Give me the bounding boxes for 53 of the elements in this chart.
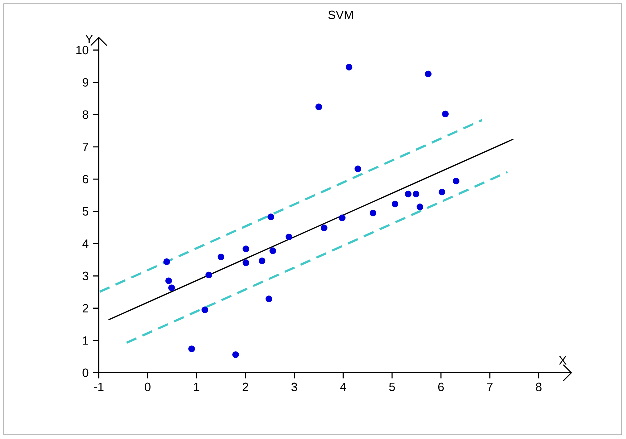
x-tick-label: 4 [340, 382, 346, 392]
point [346, 64, 353, 71]
x-tick-label: 6 [438, 382, 444, 392]
x-tick-label: -1 [94, 382, 104, 392]
x-tick-label: 2 [242, 382, 248, 392]
point [188, 346, 196, 352]
point [405, 190, 412, 198]
y-tick-label: 6 [82, 175, 89, 184]
point [232, 352, 240, 358]
y-axis-title: Y [86, 35, 94, 44]
chart-title: SVM [328, 10, 354, 20]
y-tick-label: 10 [76, 46, 89, 55]
x-tick-label: 7 [487, 382, 493, 392]
point [321, 224, 328, 232]
point [286, 234, 293, 240]
x-tick-label: 5 [389, 382, 396, 392]
point [392, 200, 399, 208]
x-tick-label: 8 [536, 382, 542, 392]
point [166, 278, 172, 284]
x-tick-label: 1 [194, 382, 200, 392]
point [164, 258, 170, 266]
point [339, 214, 346, 222]
point [442, 110, 449, 118]
point [416, 204, 424, 210]
point [425, 70, 432, 78]
y-tick-label: 3 [82, 272, 89, 280]
x-axis-title: X [559, 356, 567, 365]
y-tick-label: 2 [82, 304, 88, 313]
point [316, 104, 322, 110]
x-tick-label: 0 [145, 382, 151, 392]
point [270, 248, 276, 254]
point [438, 188, 446, 196]
point [266, 296, 272, 302]
x-tick-label: 3 [292, 382, 298, 392]
point [218, 254, 225, 260]
y-tick-label: 7 [82, 142, 88, 152]
point [268, 214, 274, 220]
y-tick-label: 5 [82, 207, 89, 216]
point [242, 260, 250, 266]
point [412, 190, 420, 198]
point [168, 284, 176, 292]
y-tick-label: 8 [82, 110, 89, 120]
y-tick-label: 4 [82, 240, 89, 248]
point [202, 306, 208, 314]
point [453, 178, 460, 185]
point [354, 166, 362, 172]
point [242, 246, 250, 252]
y-tick-label: 1 [83, 336, 88, 345]
y-tick-label: 9 [82, 78, 88, 87]
point [370, 210, 377, 217]
y-tick-label: 0 [82, 368, 89, 378]
point [258, 258, 266, 264]
point [206, 272, 212, 279]
